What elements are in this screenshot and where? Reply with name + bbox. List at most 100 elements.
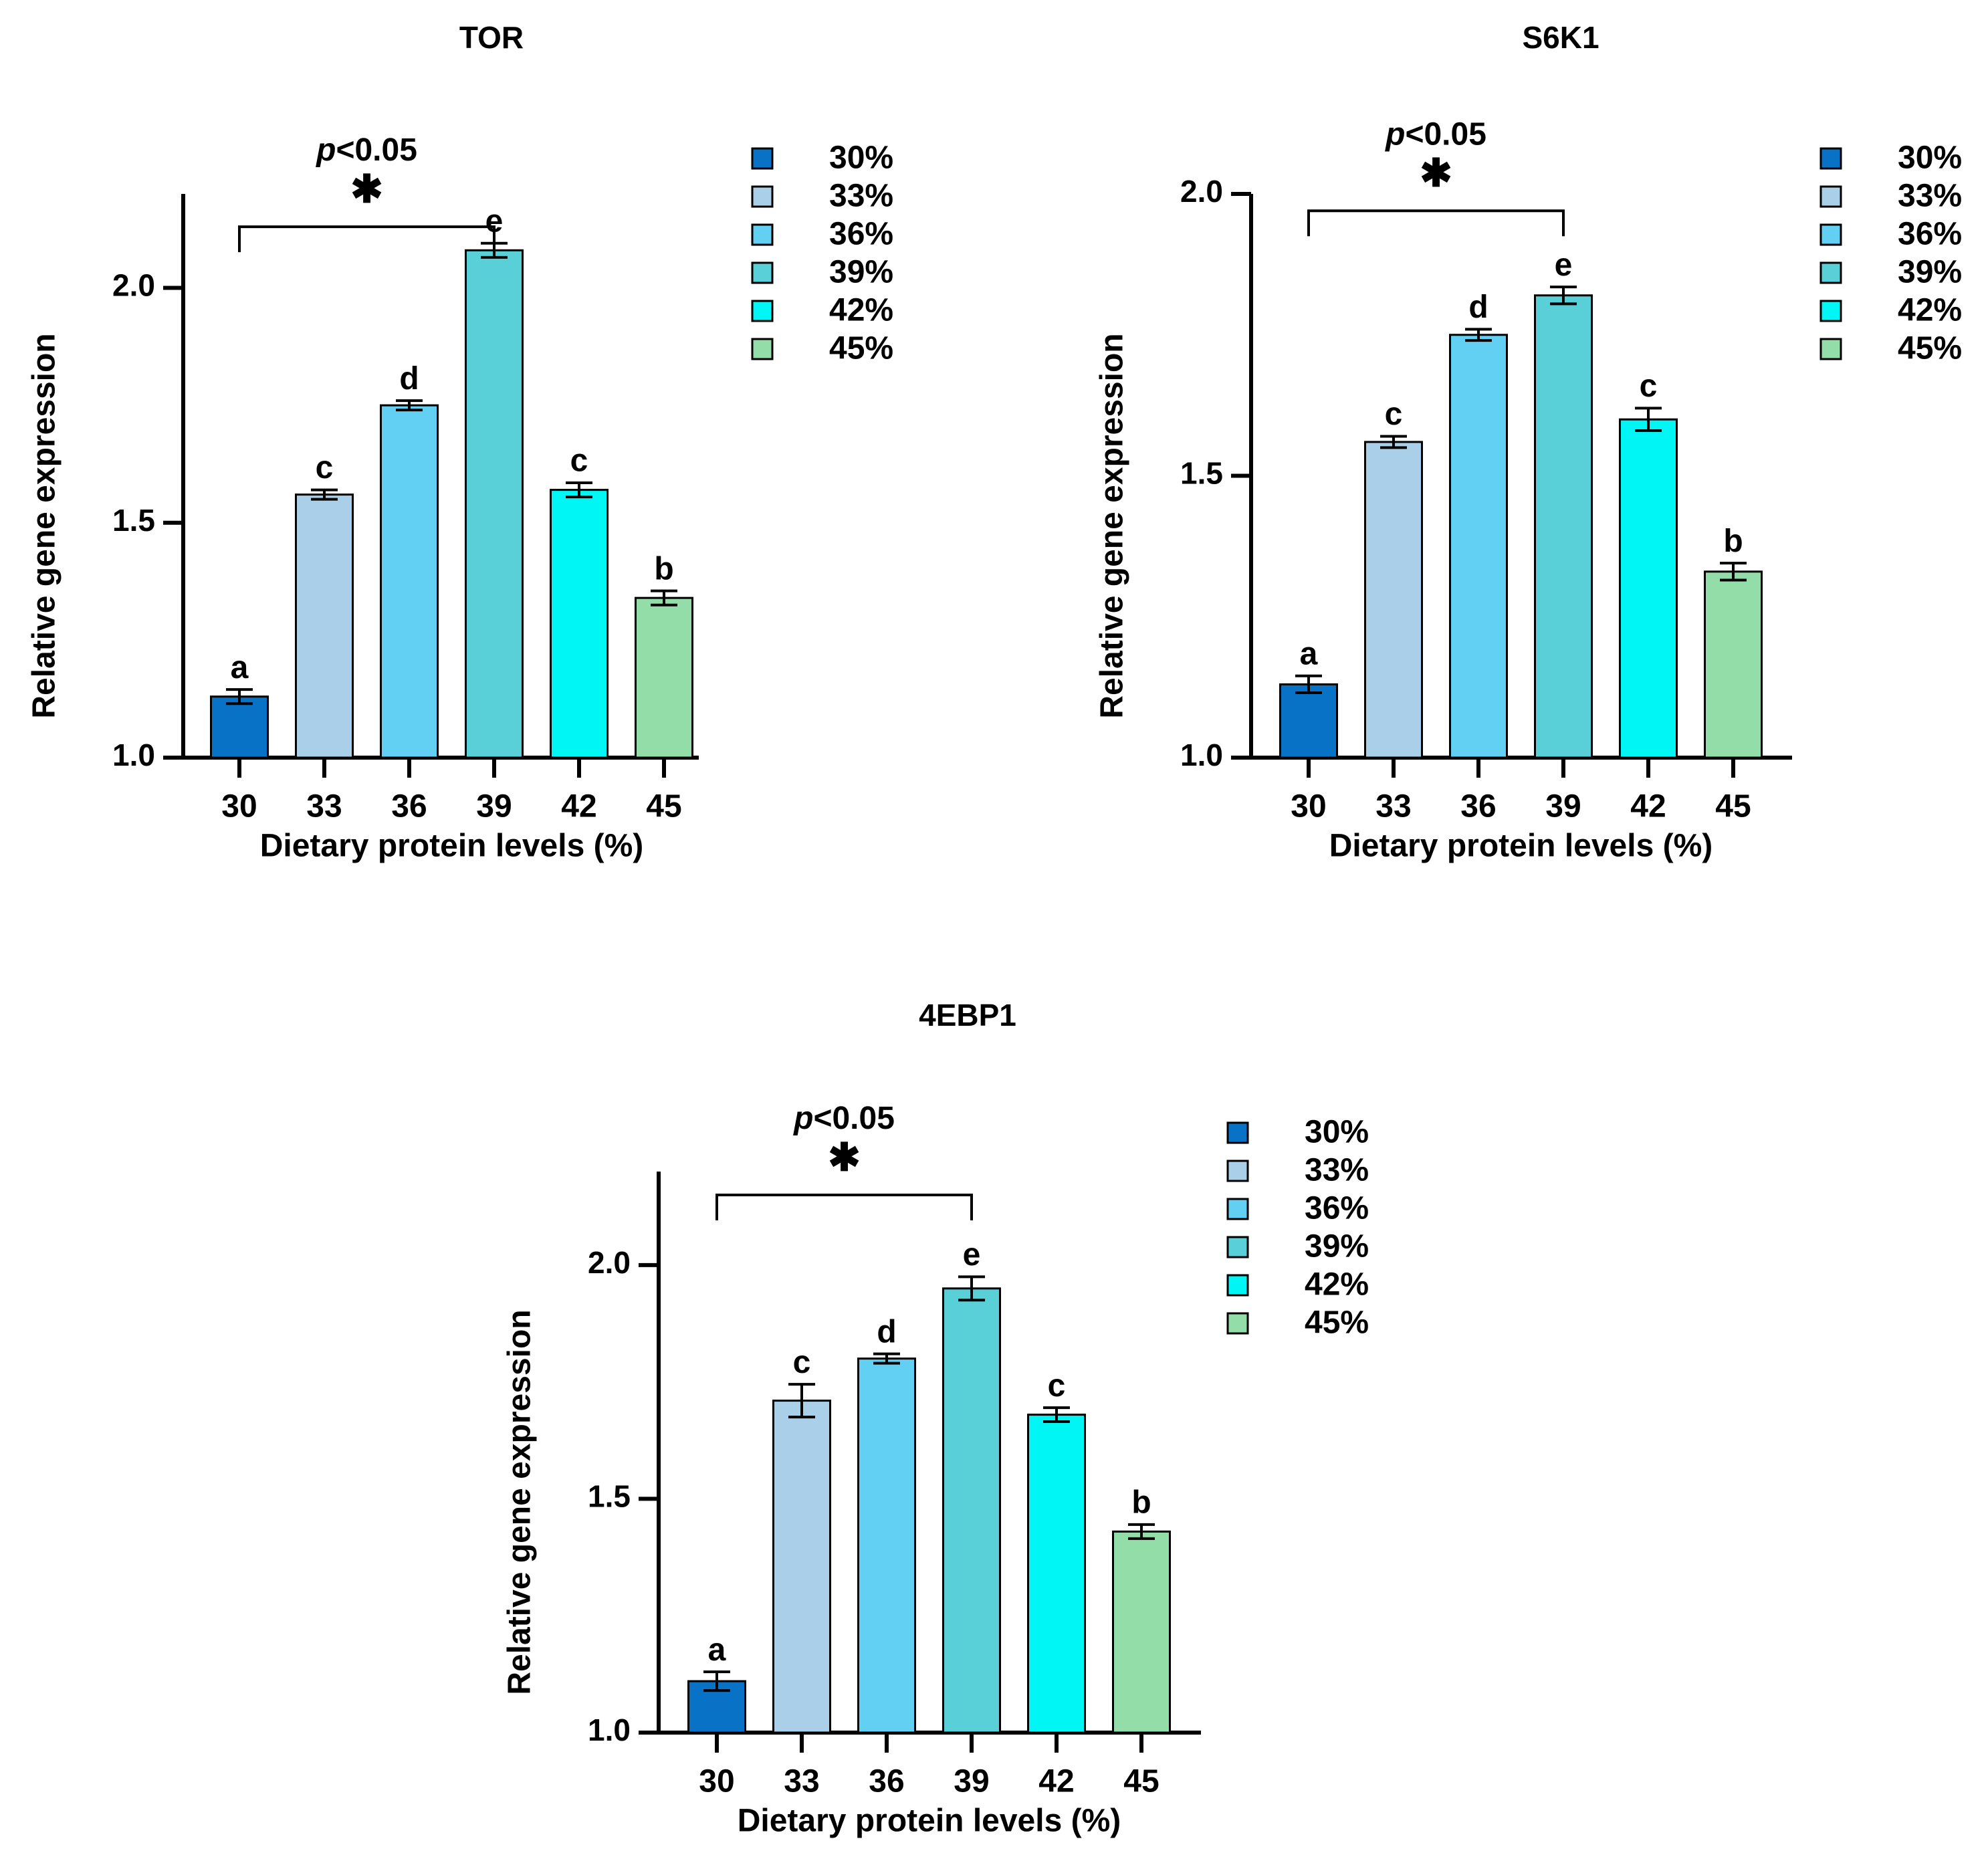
bar-33 [772,1400,831,1734]
x-tick-label: 30 [699,1764,734,1799]
legend-swatch-45 [1819,338,1842,360]
legend-swatch-30 [1226,1121,1249,1144]
legend-label: 42% [829,293,893,328]
x-tick-label: 33 [1375,789,1411,825]
bar-42 [1619,418,1678,759]
significance-letter: c [570,443,588,479]
significance-star: ✱ [828,1135,861,1179]
legend-label: 36% [829,217,893,252]
p-value-label: p<0.05 [792,1101,895,1136]
x-axis-label: Dietary protein levels (%) [260,829,644,864]
y-tick-label: 2.0 [588,1245,631,1280]
significance-star: ✱ [350,168,383,211]
bar-45 [635,596,693,759]
x-tick-label: 39 [476,789,512,825]
legend-label: 39% [1898,255,1962,290]
bar-36 [1449,334,1508,759]
legend-swatch-33 [1226,1160,1249,1182]
y-tick-label: 1.0 [1180,738,1223,772]
legend-swatch-39 [1226,1236,1249,1258]
x-tick-label: 42 [561,789,596,825]
legend-swatch-30 [1819,147,1842,170]
legend-label: 36% [1898,217,1962,252]
y-tick-label: 1.5 [1180,456,1223,491]
bar-36 [380,404,439,759]
y-tick-label: 2.0 [112,268,155,303]
significance-letter: a [1300,636,1318,671]
significance-letter: e [1555,247,1573,283]
significance-letter: c [1385,397,1403,432]
p-value-label: p<0.05 [315,132,417,168]
significance-bracket [238,225,495,253]
x-tick-label: 42 [1038,1764,1074,1799]
significance-letter: c [1048,1368,1066,1404]
legend-label: 36% [1305,1191,1369,1226]
significance-letter: d [877,1314,896,1349]
x-tick-label: 30 [221,789,257,825]
bar-30 [210,695,269,759]
x-tick-label: 33 [306,789,342,825]
chart-panel-s6k1: S6K1 1.0 1.5 2.0 Relative gene expression a 30… [1095,20,1962,864]
y-tick-label: 1.0 [112,738,155,772]
legend-label: 39% [1305,1229,1369,1265]
significance-bracket [715,1193,973,1220]
y-tick-label: 1.0 [588,1713,631,1747]
significance-bracket [1307,209,1565,237]
bar-33 [1364,441,1423,759]
bar-39 [1534,294,1593,759]
chart-panel-tor: TOR 1.0 1.5 2.0 Relative gene expression a 30 c… [27,20,893,864]
significance-letter: b [1723,524,1743,559]
significance-star: ✱ [1420,152,1452,195]
bar-45 [1112,1530,1171,1734]
x-tick-label: 45 [1715,789,1751,825]
bar-36 [857,1357,916,1734]
legend-label: 42% [1898,293,1962,328]
significance-letter: c [793,1345,811,1380]
legend-swatch-42 [1226,1274,1249,1297]
x-axis-label: Dietary protein levels (%) [1329,829,1713,864]
x-tick-label: 39 [1545,789,1581,825]
legend-label: 30% [1305,1115,1369,1150]
legend-label: 45% [829,331,893,366]
y-tick-label: 1.5 [588,1479,631,1514]
x-tick-label: 36 [1460,789,1496,825]
legend-label: 33% [1305,1153,1369,1188]
legend-swatch-39 [1819,261,1842,284]
y-tick-label: 1.5 [112,503,155,538]
chart-title: 4EBP1 [919,998,1016,1032]
legend-label: 45% [1898,331,1962,366]
legend-swatch-36 [751,223,774,246]
y-axis-label: Relative gene expression [27,333,62,718]
legend-swatch-33 [751,185,774,208]
legend-label: 33% [829,179,893,214]
bar-45 [1704,570,1763,759]
x-axis-label: Dietary protein levels (%) [738,1803,1121,1839]
y-axis-label: Relative gene expression [1095,333,1130,718]
x-tick-label: 45 [1123,1764,1159,1799]
p-value-label: p<0.05 [1384,116,1486,152]
legend-swatch-45 [751,338,774,360]
x-tick-label: 39 [954,1764,989,1799]
legend-label: 30% [1898,140,1962,176]
significance-letter: d [1468,290,1488,325]
significance-letter: d [399,361,419,397]
x-tick-label: 36 [391,789,427,825]
significance-letter: b [654,551,673,586]
legend-swatch-33 [1819,185,1842,208]
x-tick-label: 36 [869,1764,904,1799]
legend-swatch-30 [751,147,774,170]
significance-letter: c [316,450,334,485]
y-axis-label: Relative gene expression [502,1309,538,1694]
legend-swatch-42 [1819,300,1842,322]
bar-30 [1279,683,1338,759]
bar-39 [465,249,524,759]
legend-swatch-39 [751,261,774,284]
x-tick-label: 42 [1630,789,1666,825]
chart-title: S6K1 [1522,20,1599,55]
legend-swatch-45 [1226,1312,1249,1335]
legend-label: 42% [1305,1267,1369,1303]
significance-letter: a [708,1632,726,1668]
significance-letter: a [231,650,249,685]
legend-swatch-36 [1819,223,1842,246]
